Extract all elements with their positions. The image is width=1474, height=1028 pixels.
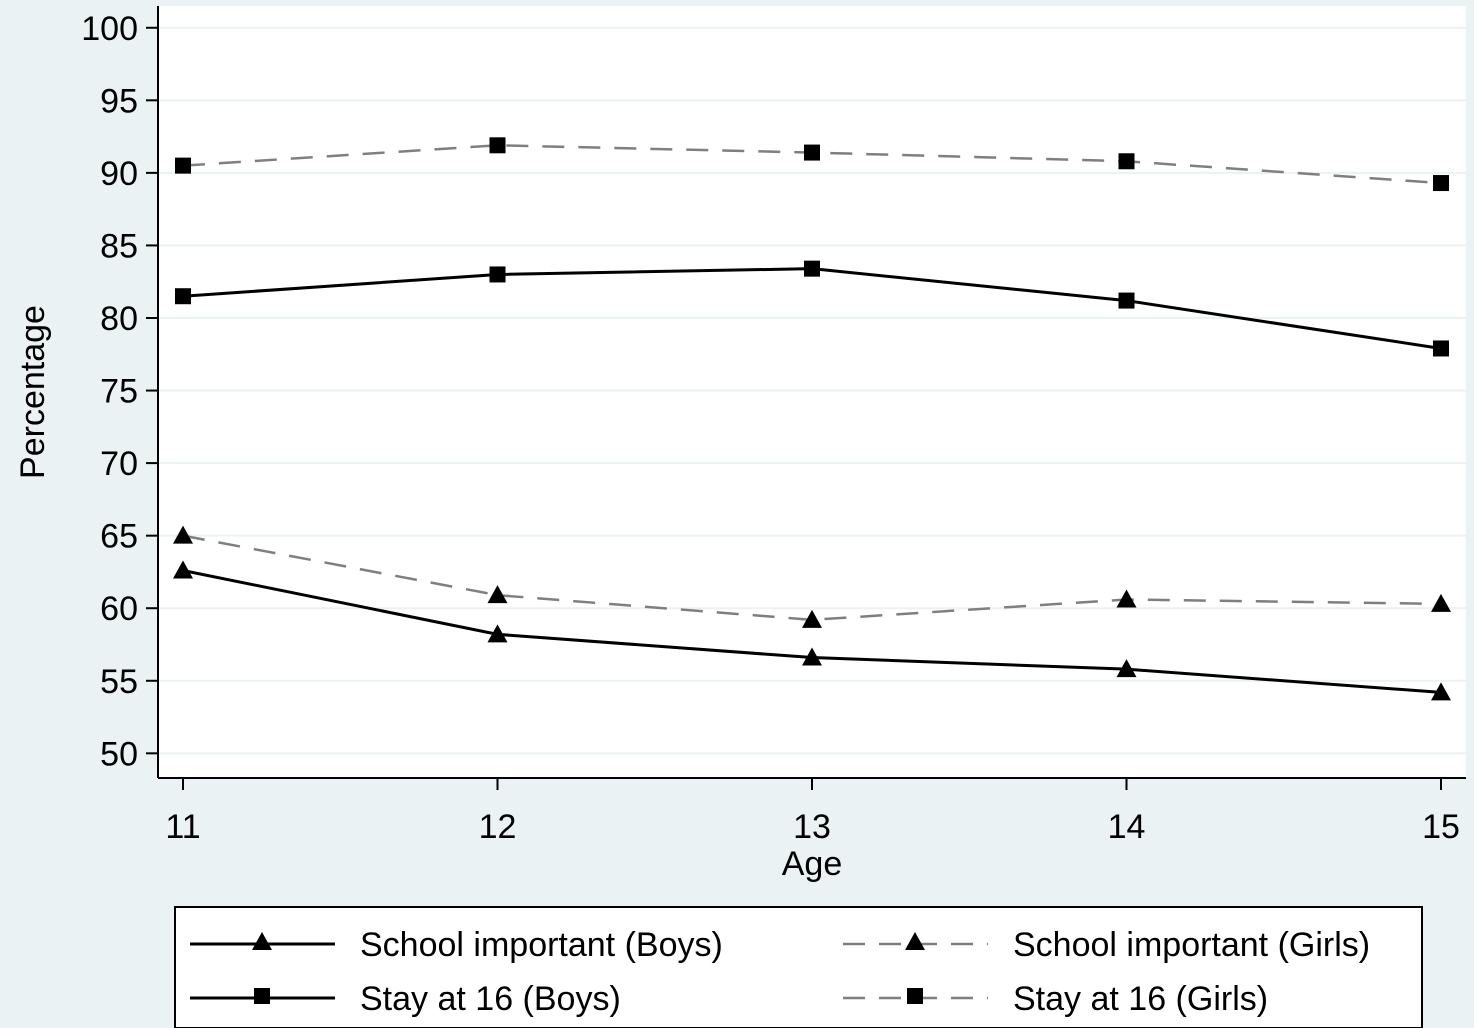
data-point-square xyxy=(1433,175,1449,192)
data-point-triangle xyxy=(802,609,822,628)
y-tick-label: 65 xyxy=(100,518,138,556)
y-tick-label: 70 xyxy=(100,445,138,483)
legend-label: School important (Boys) xyxy=(360,926,723,964)
legend: School important (Boys) School important … xyxy=(190,926,1370,1018)
series-stay-at-16-girls xyxy=(175,137,1449,192)
y-axis-label: Percentage xyxy=(14,305,52,479)
y-tick-label: 55 xyxy=(100,663,138,701)
legend-swatch-marker xyxy=(907,988,923,1004)
y-tick-label: 100 xyxy=(81,10,138,48)
x-axis-label: Age xyxy=(782,845,843,883)
legend-item: School important (Girls) xyxy=(843,926,1370,964)
y-tick-label: 80 xyxy=(100,300,138,338)
legend-item: Stay at 16 (Girls) xyxy=(843,980,1268,1018)
x-tick-label: 12 xyxy=(479,808,517,846)
data-point-triangle xyxy=(173,560,193,579)
y-tick-label: 50 xyxy=(100,735,138,773)
data-point-triangle xyxy=(487,585,508,604)
x-tick-label: 14 xyxy=(1108,808,1146,846)
legend-label: Stay at 16 (Girls) xyxy=(1013,980,1268,1018)
data-point-square xyxy=(804,260,820,277)
data-point-square xyxy=(489,137,506,154)
x-axis-ticks: 11 12 13 14 15 xyxy=(165,778,1460,846)
x-tick-label: 13 xyxy=(793,808,831,846)
x-tick-label: 15 xyxy=(1422,808,1460,846)
legend-label: Stay at 16 (Boys) xyxy=(360,980,621,1018)
series-school-important-girls xyxy=(173,525,1451,628)
data-point-square xyxy=(1118,153,1135,170)
data-point-triangle xyxy=(173,525,193,544)
data-point-square xyxy=(1118,292,1135,309)
legend-item: Stay at 16 (Boys) xyxy=(190,980,621,1018)
series-stay-at-16-boys xyxy=(175,260,1449,357)
series-school-important-boys xyxy=(173,560,1451,701)
legend-swatch-marker xyxy=(254,988,270,1004)
legend-item: School important (Boys) xyxy=(190,926,723,964)
y-tick-label: 90 xyxy=(100,155,138,193)
y-tick-label: 75 xyxy=(100,373,138,411)
data-point-triangle xyxy=(1116,589,1137,608)
legend-swatch-marker xyxy=(905,932,925,950)
data-point-square xyxy=(489,266,506,283)
data-point-triangle xyxy=(802,647,822,666)
data-point-triangle xyxy=(1431,682,1451,701)
data-point-square xyxy=(175,288,191,305)
y-axis-ticks: 50 55 60 65 70 75 80 85 90 95 100 xyxy=(81,10,158,773)
legend-box xyxy=(174,906,1423,1028)
data-point-square xyxy=(175,157,191,174)
data-point-square xyxy=(1433,340,1449,357)
series-line xyxy=(182,534,1442,622)
y-tick-label: 85 xyxy=(100,227,138,265)
y-tick-label: 60 xyxy=(100,590,138,628)
y-tick-label: 95 xyxy=(100,82,138,120)
data-point-triangle xyxy=(487,624,508,643)
data-point-square xyxy=(804,144,820,161)
data-point-triangle xyxy=(1116,659,1137,678)
legend-label: School important (Girls) xyxy=(1013,926,1370,964)
legend-swatch-marker xyxy=(252,932,272,950)
x-tick-label: 11 xyxy=(165,808,200,846)
data-point-triangle xyxy=(1431,593,1451,612)
series-layer xyxy=(173,137,1451,701)
